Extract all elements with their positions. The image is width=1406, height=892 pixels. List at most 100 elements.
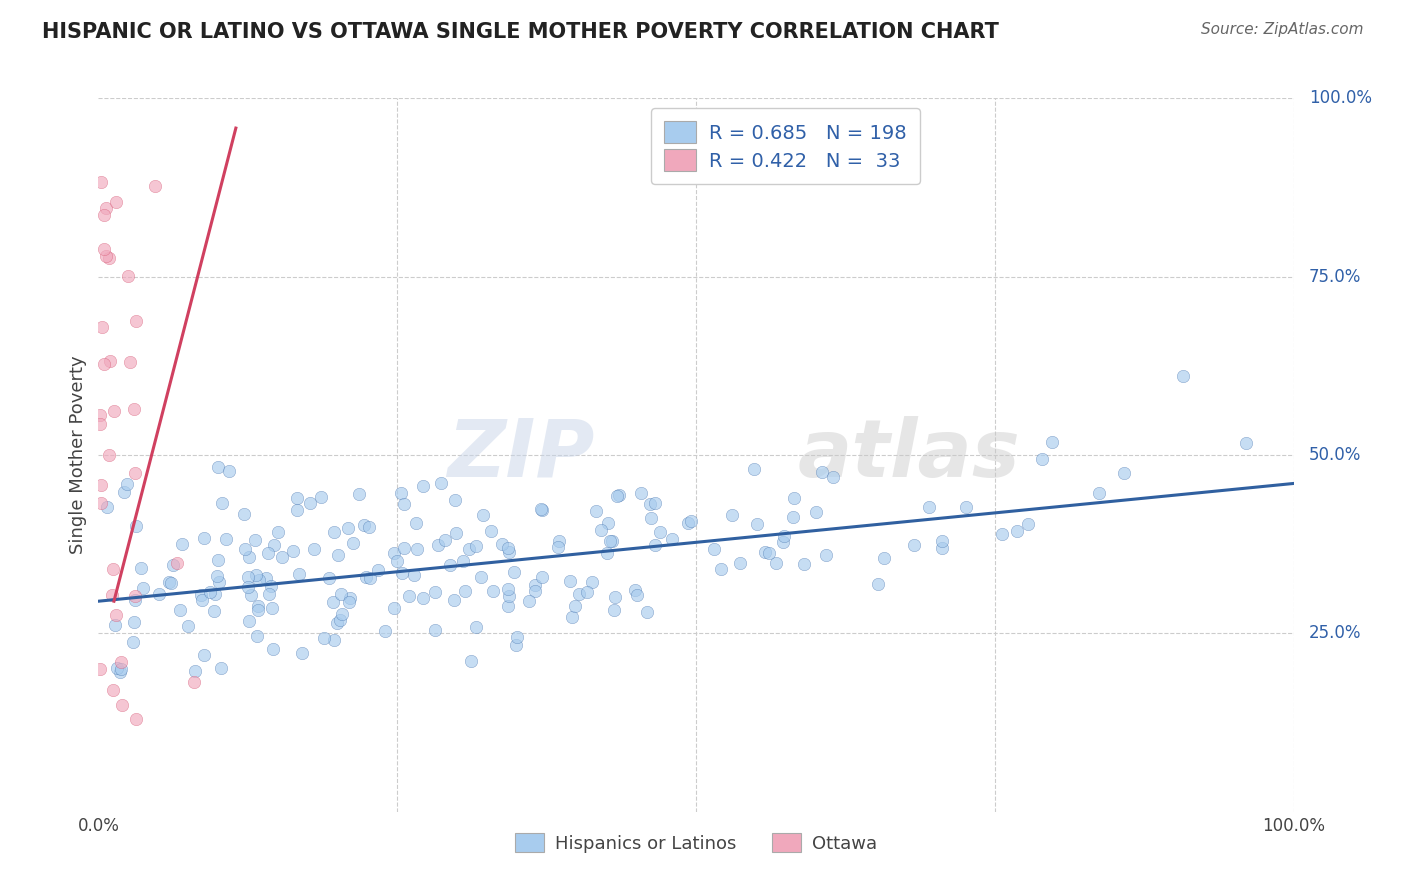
Point	[564, 599, 586, 614]
Point	[193, 531, 215, 545]
Point	[558, 574, 581, 589]
Point	[496, 541, 519, 555]
Point	[309, 490, 332, 504]
Point	[481, 583, 503, 598]
Point	[247, 573, 270, 587]
Point	[169, 603, 191, 617]
Point	[337, 521, 360, 535]
Point	[596, 516, 619, 530]
Point	[783, 491, 806, 506]
Point	[661, 533, 683, 547]
Point	[285, 503, 308, 517]
Point	[596, 546, 619, 560]
Point	[439, 558, 461, 573]
Point	[638, 497, 661, 511]
Point	[1040, 434, 1063, 449]
Point	[271, 550, 294, 565]
Point	[470, 569, 492, 583]
Point	[211, 496, 233, 510]
Point	[703, 541, 725, 556]
Point	[454, 584, 477, 599]
Point	[530, 503, 553, 517]
Point	[681, 514, 703, 528]
Point	[108, 665, 131, 679]
Point	[605, 590, 627, 604]
Point	[132, 581, 155, 595]
Point	[218, 464, 240, 478]
Point	[575, 584, 598, 599]
Point	[464, 540, 486, 554]
Point	[97, 251, 120, 265]
Point	[524, 583, 547, 598]
Point	[184, 664, 207, 678]
Point	[471, 508, 494, 522]
Point	[412, 479, 434, 493]
Point	[93, 242, 115, 256]
Point	[125, 712, 148, 726]
Point	[93, 357, 115, 371]
Point	[1017, 516, 1039, 531]
Point	[374, 624, 396, 638]
Point	[991, 527, 1014, 541]
Point	[1234, 436, 1257, 450]
Point	[238, 580, 260, 594]
Point	[391, 485, 413, 500]
Point	[160, 576, 183, 591]
Point	[89, 417, 111, 431]
Point	[866, 577, 889, 591]
Point	[202, 603, 225, 617]
Point	[814, 548, 837, 562]
Point	[444, 526, 467, 541]
Point	[322, 525, 344, 540]
Point	[405, 541, 427, 556]
Point	[246, 629, 269, 643]
Point	[636, 606, 658, 620]
Point	[125, 518, 148, 533]
Point	[640, 511, 662, 525]
Point	[931, 541, 953, 555]
Point	[392, 497, 415, 511]
Point	[955, 500, 977, 514]
Point	[585, 504, 607, 518]
Point	[94, 250, 117, 264]
Point	[291, 646, 314, 660]
Text: 25.0%: 25.0%	[1309, 624, 1361, 642]
Point	[191, 592, 214, 607]
Point	[101, 588, 124, 602]
Point	[430, 476, 453, 491]
Point	[530, 501, 553, 516]
Point	[793, 558, 815, 572]
Point	[624, 582, 647, 597]
Point	[101, 562, 124, 576]
Point	[94, 201, 117, 215]
Point	[103, 403, 125, 417]
Point	[104, 618, 127, 632]
Point	[329, 587, 352, 601]
Point	[589, 523, 612, 537]
Point	[245, 568, 267, 582]
Point	[143, 179, 166, 194]
Point	[644, 496, 666, 510]
Point	[782, 510, 804, 524]
Point	[110, 662, 132, 676]
Point	[394, 541, 416, 555]
Point	[257, 587, 280, 601]
Point	[238, 549, 260, 564]
Point	[285, 491, 308, 506]
Point	[312, 632, 335, 646]
Point	[112, 485, 135, 500]
Point	[548, 533, 571, 548]
Point	[101, 683, 124, 698]
Point	[121, 635, 143, 649]
Point	[117, 269, 139, 284]
Point	[246, 599, 269, 613]
Point	[98, 354, 121, 368]
Point	[339, 591, 361, 605]
Point	[96, 500, 118, 515]
Point	[918, 500, 941, 515]
Point	[162, 558, 184, 572]
Point	[323, 632, 346, 647]
Point	[758, 546, 780, 560]
Point	[257, 546, 280, 560]
Point	[457, 541, 479, 556]
